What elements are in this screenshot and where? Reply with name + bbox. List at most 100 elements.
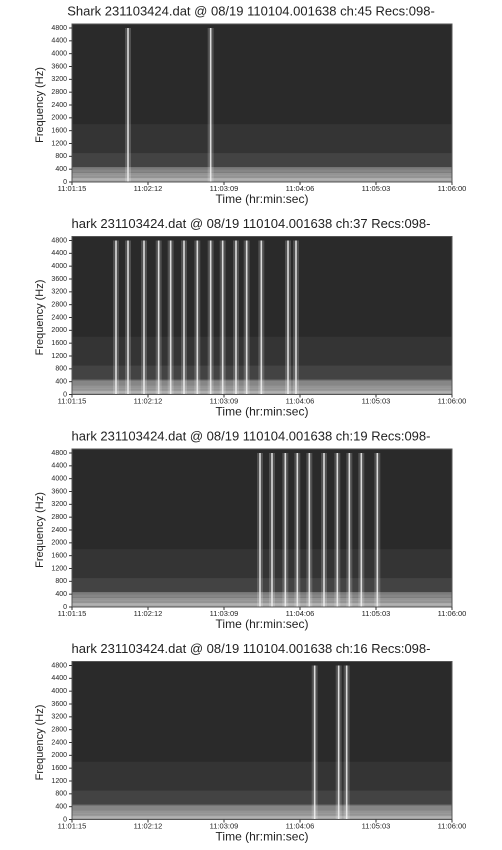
y-tick-label: 400 (55, 804, 67, 811)
y-tick-label: 400 (55, 379, 67, 386)
noise-band (72, 153, 452, 169)
x-tick-label: 11:03:09 (210, 184, 239, 193)
y-tick-label: 1600 (51, 128, 67, 135)
x-tick-label: 11:04:06 (286, 396, 315, 405)
noise-band (72, 810, 452, 816)
chart-title: hark 231103424.dat @ 08/19 110104.001638… (72, 641, 431, 656)
x-axis-label: Time (hr:min:sec) (216, 617, 309, 631)
x-tick-label: 11:03:09 (210, 396, 239, 405)
noise-band (72, 806, 452, 811)
y-tick-label: 4000 (51, 476, 67, 483)
y-axis-label: Frequency (Hz) (34, 705, 46, 781)
noise-band (72, 578, 452, 594)
y-tick-label: 3200 (51, 76, 67, 83)
y-tick-label: 0 (63, 391, 67, 398)
y-tick-label: 0 (63, 816, 67, 823)
noise-band (72, 761, 452, 791)
x-tick-label: 11:06:00 (438, 184, 467, 193)
plot-background (72, 661, 452, 820)
y-tick-label: 1200 (51, 778, 67, 785)
x-tick-label: 11:05:03 (362, 821, 391, 830)
x-tick-label: 11:04:06 (286, 609, 315, 618)
x-tick-label: 11:03:09 (210, 609, 239, 618)
y-tick-label: 2000 (51, 752, 67, 759)
plot-frame (71, 661, 453, 820)
x-tick-label: 11:06:00 (438, 821, 467, 830)
y-tick-label: 3200 (51, 714, 67, 721)
y-tick-label: 2800 (51, 89, 67, 96)
x-tick-label: 11:05:03 (362, 184, 391, 193)
y-tick-label: 2000 (51, 540, 67, 547)
y-tick-label: 4800 (51, 450, 67, 457)
y-tick-label: 2800 (51, 727, 67, 734)
x-tick-label: 11:02:12 (134, 821, 163, 830)
y-tick-label: 1200 (51, 353, 67, 360)
y-tick-label: 3600 (51, 63, 67, 70)
y-tick-label: 4400 (51, 463, 67, 470)
y-tick-label: 800 (55, 366, 67, 373)
x-tick-label: 11:04:06 (286, 821, 315, 830)
y-tick-label: 2400 (51, 739, 67, 746)
y-tick-label: 4400 (51, 250, 67, 257)
noise-band (72, 173, 452, 179)
y-tick-label: 400 (55, 591, 67, 598)
panel: hark 231103424.dat @ 08/19 110104.001638… (34, 641, 466, 844)
y-tick-label: 4000 (51, 51, 67, 58)
chart-title: Shark 231103424.dat @ 08/19 110104.00163… (67, 3, 435, 18)
y-tick-label: 2400 (51, 102, 67, 109)
noise-band (72, 598, 452, 604)
chart-title: hark 231103424.dat @ 08/19 110104.001638… (72, 428, 431, 443)
x-tick-label: 11:01:15 (58, 184, 87, 193)
y-tick-label: 4800 (51, 662, 67, 669)
x-tick-label: 11:01:15 (58, 396, 87, 405)
plot-background (72, 449, 452, 607)
plot-frame (71, 236, 453, 395)
x-tick-label: 11:01:15 (58, 609, 87, 618)
x-tick-label: 11:01:15 (58, 821, 87, 830)
plot-frame (71, 448, 453, 608)
y-tick-label: 0 (63, 179, 67, 186)
x-tick-label: 11:05:03 (362, 609, 391, 618)
y-tick-label: 4800 (51, 25, 67, 32)
y-tick-label: 1200 (51, 140, 67, 147)
y-tick-label: 3200 (51, 289, 67, 296)
noise-band (72, 124, 452, 154)
x-axis-label: Time (hr:min:sec) (216, 405, 309, 419)
chart-title: hark 231103424.dat @ 08/19 110104.001638… (72, 216, 431, 231)
y-tick-label: 800 (55, 578, 67, 585)
x-tick-label: 11:02:12 (134, 396, 163, 405)
y-axis-label: Frequency (Hz) (34, 492, 46, 568)
noise-band (72, 168, 452, 174)
y-tick-label: 2400 (51, 314, 67, 321)
y-tick-label: 1600 (51, 340, 67, 347)
x-tick-label: 11:02:12 (134, 184, 163, 193)
y-tick-label: 1600 (51, 553, 67, 560)
y-tick-label: 2800 (51, 302, 67, 309)
panel: Shark 231103424.dat @ 08/19 110104.00163… (34, 3, 466, 206)
x-tick-label: 11:03:09 (210, 821, 239, 830)
x-tick-label: 11:04:06 (286, 184, 315, 193)
y-tick-label: 800 (55, 791, 67, 798)
y-tick-label: 4400 (51, 675, 67, 682)
x-tick-label: 11:02:12 (134, 609, 163, 618)
noise-band (72, 593, 452, 599)
y-tick-label: 2800 (51, 514, 67, 521)
y-tick-label: 0 (63, 604, 67, 611)
x-tick-label: 11:06:00 (438, 396, 467, 405)
y-tick-label: 1200 (51, 565, 67, 572)
plot-frame (71, 23, 453, 183)
y-tick-label: 3200 (51, 501, 67, 508)
y-tick-label: 1600 (51, 765, 67, 772)
panel: hark 231103424.dat @ 08/19 110104.001638… (34, 216, 466, 419)
panel: hark 231103424.dat @ 08/19 110104.001638… (34, 428, 466, 631)
noise-band (72, 790, 452, 807)
y-tick-label: 3600 (51, 276, 67, 283)
x-tick-label: 11:05:03 (362, 396, 391, 405)
y-tick-label: 4000 (51, 263, 67, 270)
y-axis-label: Frequency (Hz) (34, 280, 46, 356)
y-tick-label: 4000 (51, 688, 67, 695)
y-axis-label: Frequency (Hz) (34, 67, 46, 143)
y-tick-label: 3600 (51, 488, 67, 495)
y-tick-label: 4400 (51, 38, 67, 45)
